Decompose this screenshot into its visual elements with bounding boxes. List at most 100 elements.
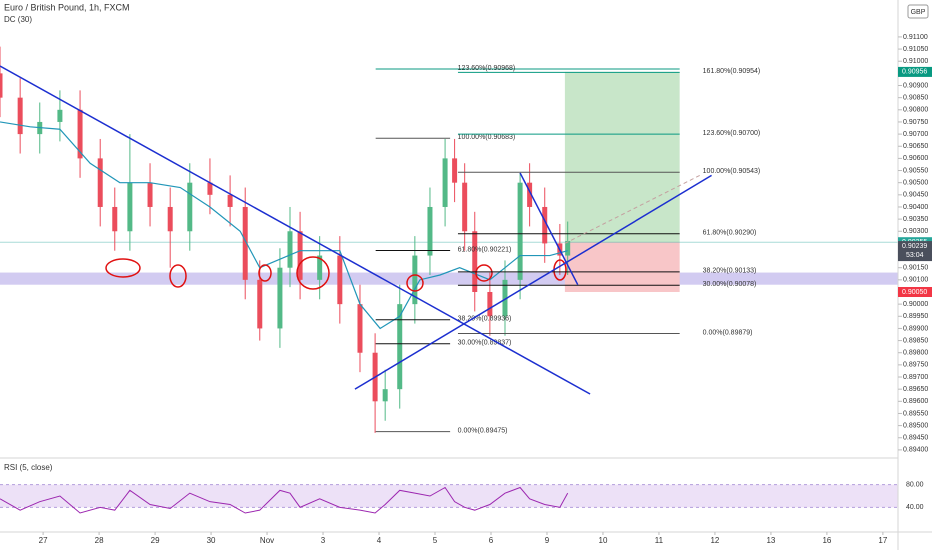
x-tick-label: 11 <box>655 536 664 545</box>
profit-zone <box>564 71 680 243</box>
trendline <box>354 174 712 390</box>
fib-label: 0.00%(0.89475) <box>458 428 508 435</box>
candle-body <box>472 231 478 292</box>
candle-body <box>227 194 233 207</box>
y-tick-label: 0.90450 <box>903 192 928 199</box>
y-tick-label: 0.91000 <box>903 58 928 65</box>
y-tick-label: 0.90550 <box>903 167 928 174</box>
candle-body <box>462 182 468 232</box>
y-tick-label: 0.90000 <box>903 301 928 308</box>
rsi-tick-label: 80.00 <box>906 482 924 489</box>
rsi-pane <box>0 484 898 514</box>
y-tick-label: 0.89400 <box>903 447 928 454</box>
y-tick-label: 0.89600 <box>903 398 928 405</box>
fib-label: 100.00%(0.90683) <box>458 134 516 141</box>
candle-body <box>112 206 118 232</box>
x-tick-label: Nov <box>260 536 274 545</box>
price-tag <box>898 241 932 262</box>
y-tick-label: 0.90600 <box>903 155 928 162</box>
candle-body <box>242 206 248 280</box>
fib-label: 0.00%(0.89879) <box>703 329 753 336</box>
y-tick-label: 0.89450 <box>903 435 928 442</box>
candle-body <box>427 206 433 256</box>
x-tick-label: 30 <box>207 536 216 545</box>
x-tick-label: 10 <box>599 536 608 545</box>
candle-body <box>502 279 508 317</box>
fib-label: 123.60%(0.90700) <box>703 130 761 137</box>
circle <box>475 264 493 282</box>
fib-label: 161.80%(0.90954) <box>703 68 761 75</box>
y-tick-label: 0.90800 <box>903 107 928 114</box>
fib-label: 100.00%(0.90543) <box>703 168 761 175</box>
y-tick-label: 0.89850 <box>903 337 928 344</box>
y-tick-label: 0.89800 <box>903 350 928 357</box>
candle-body <box>17 97 23 135</box>
candle-body <box>127 182 133 232</box>
price-tag <box>898 66 932 77</box>
currency[interactable]: GBP <box>911 9 926 16</box>
y-tick-label: 0.89750 <box>903 362 928 369</box>
main-pane <box>0 46 898 433</box>
y-tick-label: 0.90650 <box>903 143 928 150</box>
x-tick-label: 4 <box>377 536 382 545</box>
candle-body <box>207 182 213 195</box>
candle-body <box>147 182 153 207</box>
candle-body <box>542 206 548 244</box>
candle-body <box>297 231 303 280</box>
circle <box>258 264 272 282</box>
rsi-line <box>0 486 569 514</box>
circle <box>169 264 187 288</box>
candle-body <box>442 158 448 207</box>
candle-body <box>97 158 103 207</box>
price-tag <box>898 286 932 297</box>
candle-body <box>317 255 323 280</box>
candle-body <box>397 304 403 390</box>
y-tick-label: 0.89500 <box>903 422 928 429</box>
y-tick-label: 0.90350 <box>903 216 928 223</box>
y-tick-label: 0.90700 <box>903 131 928 138</box>
y-tick-label: 0.90500 <box>903 180 928 187</box>
circle <box>105 258 141 278</box>
x-tick-label: 5 <box>433 536 438 545</box>
x-tick-label: 12 <box>710 536 719 545</box>
candle-body <box>565 240 571 256</box>
candle-body <box>517 182 523 280</box>
x-tick-label: 13 <box>766 536 775 545</box>
x-tick-label: 28 <box>95 536 104 545</box>
circle <box>406 274 424 292</box>
candle-body <box>452 158 458 183</box>
fib-label: 61.80%(0.90221) <box>458 246 512 253</box>
currency-box[interactable] <box>907 4 929 19</box>
rsi-tick-label: 40.00 <box>906 504 924 511</box>
loss-zone <box>564 242 680 292</box>
price-tag-label: 0.90956 <box>902 69 927 76</box>
candle-body <box>527 182 533 207</box>
y-tick-label: 0.90750 <box>903 119 928 126</box>
candle-body <box>167 206 173 232</box>
price-tag-label: 0.90050 <box>902 289 927 296</box>
candle-body <box>277 267 283 329</box>
rsi-band <box>0 484 898 508</box>
candle-body <box>487 291 493 317</box>
x-tick-label: 17 <box>878 536 887 545</box>
fib-label: 61.80%(0.90290) <box>703 230 757 237</box>
fib-label: 30.00%(0.90078) <box>703 281 757 288</box>
candle-body <box>77 109 83 159</box>
x-tick-label: 29 <box>151 536 160 545</box>
y-tick-label: 0.89550 <box>903 410 928 417</box>
hand-drawn-circles <box>105 256 567 292</box>
y-tick-label: 0.89950 <box>903 313 928 320</box>
y-tick-label: 0.89900 <box>903 325 928 332</box>
y-tick-label: 0.90850 <box>903 94 928 101</box>
fib-label: 123.60%(0.90968) <box>458 65 516 72</box>
candle-body <box>412 255 418 305</box>
price-tag-label: 0.90239 <box>902 243 927 250</box>
trendline <box>519 172 579 286</box>
y-tick-label: 0.91050 <box>903 46 928 53</box>
x-tick-label: 6 <box>489 536 494 545</box>
x-tick-label: 27 <box>39 536 48 545</box>
fib-label: 38.20%(0.89936) <box>458 316 512 323</box>
y-tick-label: 0.90900 <box>903 82 928 89</box>
fib-label: 30.00%(0.89837) <box>458 340 512 347</box>
indicator-label: DC (30) <box>4 15 32 24</box>
